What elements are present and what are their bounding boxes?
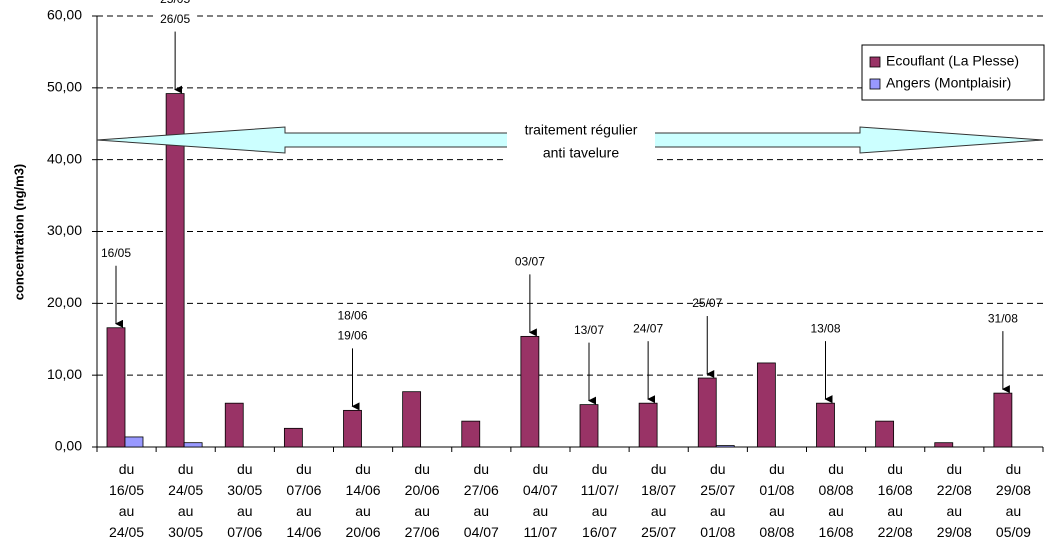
annotation: 19/06 xyxy=(337,329,367,343)
period-label: anti tavelure xyxy=(543,145,619,161)
legend-label: Angers (Montplaisir) xyxy=(886,75,1011,91)
annotation: 26/05 xyxy=(160,12,190,26)
x-tick-label: du 14/06 au 20/06 xyxy=(346,461,381,540)
x-tick-label: du 16/08 au 22/08 xyxy=(878,461,913,540)
bar xyxy=(124,436,144,448)
annotation: 24/07 xyxy=(633,321,663,335)
x-tick-label: du 08/08 au 16/08 xyxy=(819,461,854,540)
bar xyxy=(875,420,895,448)
annotation: 31/08 xyxy=(988,311,1018,325)
x-tick-label: du 16/05 au 24/05 xyxy=(109,461,144,540)
annotation: 13/07 xyxy=(574,323,604,337)
bar xyxy=(283,427,303,448)
bar xyxy=(343,409,362,448)
bar xyxy=(638,402,658,448)
legend-swatch xyxy=(869,56,881,68)
y-tick-label: 50,00 xyxy=(47,79,82,95)
bar xyxy=(715,445,735,448)
annotation: 16/05 xyxy=(101,246,131,260)
bar xyxy=(402,391,422,448)
x-tick-label: du 22/08 au 29/08 xyxy=(937,461,972,540)
bar xyxy=(697,377,717,448)
x-tick-label: du 18/07 au 25/07 xyxy=(641,461,676,540)
x-tick-label: du 04/07 au 11/07 xyxy=(523,461,558,540)
annotation: 18/06 xyxy=(337,309,367,323)
bar xyxy=(165,93,185,448)
bar xyxy=(934,442,954,448)
x-tick-label: du 07/06 au 14/06 xyxy=(286,461,321,540)
y-tick-label: 30,00 xyxy=(47,222,82,238)
x-tick-label: du 20/06 au 27/06 xyxy=(405,461,440,540)
y-tick-label: 0,00 xyxy=(55,438,82,454)
bar xyxy=(106,327,126,448)
bar xyxy=(816,402,835,448)
legend-label: Ecouflant (La Plesse) xyxy=(886,53,1019,69)
x-tick-label: du 29/08 au 05/09 xyxy=(996,461,1031,540)
annotation-bg xyxy=(153,10,198,29)
legend: Ecouflant (La Plesse) Angers (Montplaisir… xyxy=(861,44,1045,101)
annotation: 13/08 xyxy=(810,321,840,335)
bar xyxy=(461,420,481,448)
period-label: traitement régulier xyxy=(525,122,638,138)
annotation-bg xyxy=(153,0,198,9)
x-tick-label: du 30/05 au 07/06 xyxy=(227,461,262,540)
legend-box xyxy=(861,44,1045,101)
x-tick-label: du 27/06 au 04/07 xyxy=(464,461,499,540)
bar xyxy=(183,442,203,448)
y-tick-label: 10,00 xyxy=(47,366,82,382)
y-tick-label: 60,00 xyxy=(47,7,82,23)
x-tick-label: du 24/05 au 30/05 xyxy=(168,461,203,540)
bar xyxy=(224,402,244,448)
x-tick-label: du 01/08 au 08/08 xyxy=(759,461,794,540)
bar xyxy=(579,404,599,448)
annotation: 25/07 xyxy=(692,296,722,310)
y-tick-label: 40,00 xyxy=(47,150,82,166)
y-tick-label: 20,00 xyxy=(47,294,82,310)
bar xyxy=(520,335,540,448)
bar xyxy=(993,392,1013,448)
period-label-bg xyxy=(507,120,655,164)
annotation: 25/05 xyxy=(160,0,190,6)
bars xyxy=(106,93,1013,448)
legend-swatch xyxy=(869,78,881,90)
y-axis-label: concentration (ng/m3) xyxy=(11,164,26,301)
x-tick-label: du 11/07/au 16/07 xyxy=(581,461,619,540)
annotation: 03/07 xyxy=(515,255,545,269)
bar xyxy=(756,362,776,448)
x-tick-label: du 25/07 au 01/08 xyxy=(700,461,735,540)
